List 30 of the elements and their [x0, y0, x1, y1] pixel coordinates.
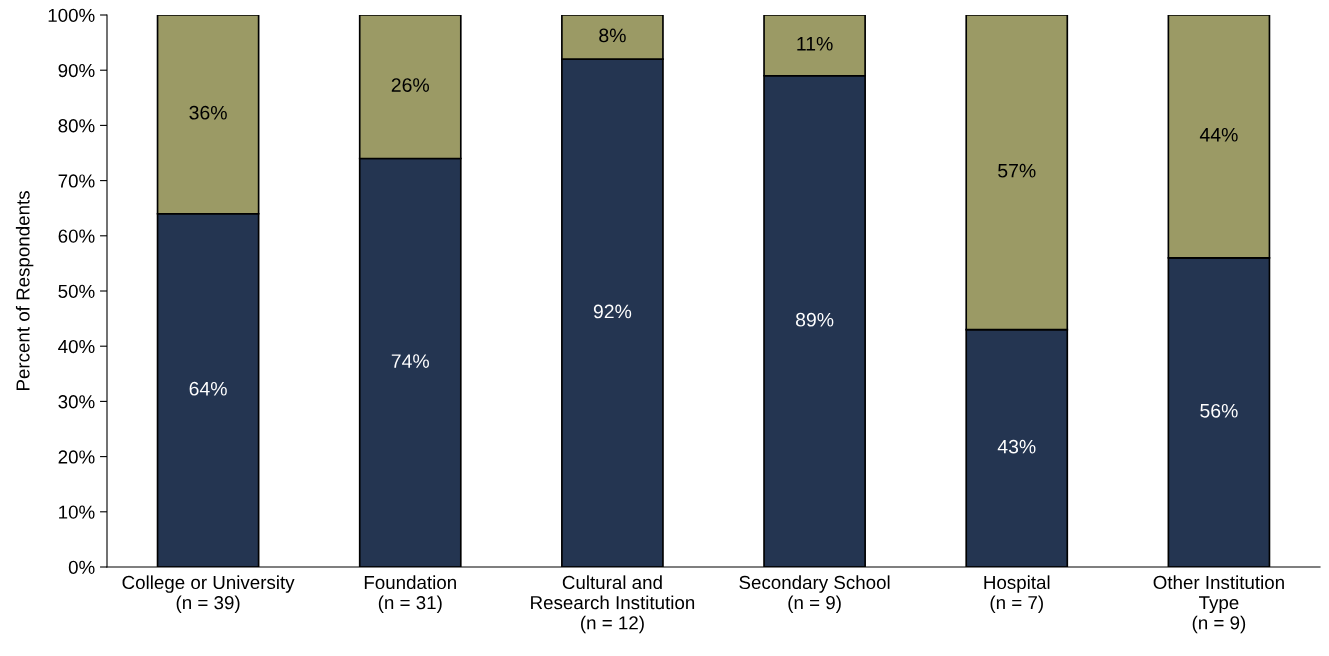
x-tick-label: Other Institution Type (n = 9)	[1153, 575, 1284, 634]
y-tick-label: 10%	[59, 505, 95, 519]
y-tick-label: 80%	[58, 119, 95, 133]
y-axis-title: Percent of Respondents	[15, 191, 34, 391]
x-tick-label: College or University (n = 39)	[122, 575, 295, 613]
y-tick-label: 60%	[58, 229, 95, 243]
y-tick-label: 0%	[68, 560, 95, 574]
y-tick-label: 70%	[58, 174, 95, 188]
data-label: 56%	[1200, 403, 1238, 418]
data-label: 43%	[997, 439, 1036, 454]
data-label: 26%	[391, 78, 430, 92]
y-tick-label: 50%	[58, 284, 95, 298]
data-label: 36%	[189, 105, 227, 120]
x-tick-label: Hospital (n = 7)	[984, 575, 1050, 613]
data-label: 64%	[189, 381, 227, 396]
y-tick-label: 30%	[58, 395, 95, 409]
data-label: 44%	[1199, 127, 1238, 142]
x-tick-label: Secondary School (n = 9)	[739, 575, 890, 613]
data-label: 57%	[998, 163, 1036, 178]
y-tick-label: 100%	[48, 8, 95, 22]
y-tick-label: 20%	[58, 450, 95, 464]
x-tick-label: Foundation (n = 31)	[364, 575, 456, 613]
y-tick-label: 40%	[58, 339, 95, 354]
y-tick-label: 90%	[58, 63, 95, 78]
data-label: 92%	[593, 304, 632, 319]
data-label: 89%	[795, 312, 834, 327]
data-label: 11%	[797, 36, 833, 51]
data-label: 8%	[599, 28, 626, 43]
data-label: 74%	[391, 354, 430, 368]
x-tick-label: Cultural and Research Institution (n = 12)	[531, 575, 695, 634]
